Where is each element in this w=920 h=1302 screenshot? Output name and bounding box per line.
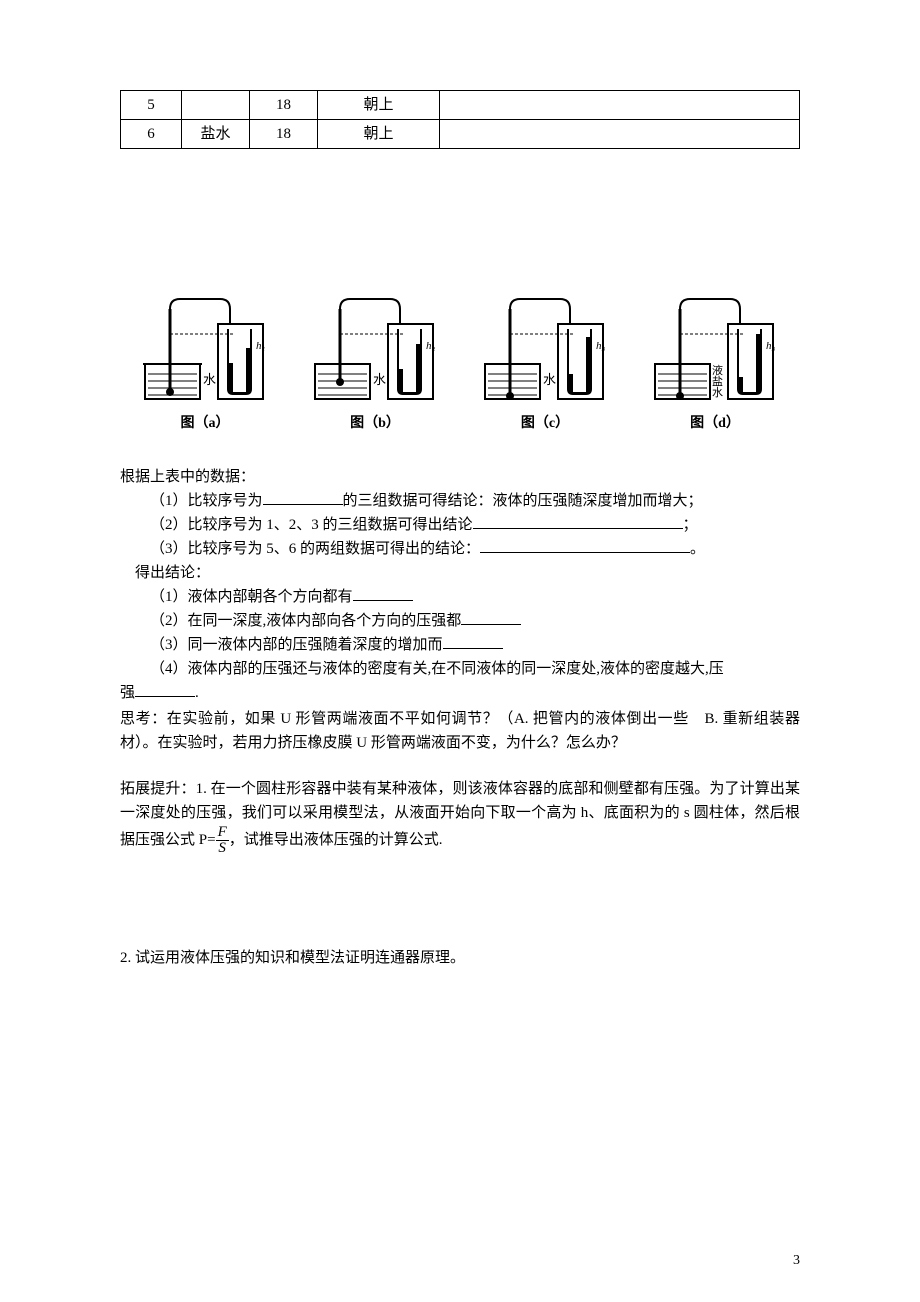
svg-text:水: 水 [712,386,723,399]
table-row: 5 18 朝上 [121,91,800,120]
figure-caption: 图（c） [521,413,569,435]
cell [440,120,800,149]
c4b-prefix: 强 [120,685,135,701]
cell: 18 [250,91,318,120]
svg-text:h₃: h₃ [766,340,776,352]
intro-line: 根据上表中的数据： [120,465,800,489]
q2-suffix: ； [683,517,698,533]
diagram-icon: h₁ 水 [140,279,270,409]
formula-numerator: F [216,825,229,841]
blank [135,681,195,697]
q1-prefix: （1）比较序号为 [150,493,263,509]
cell: 18 [250,120,318,149]
figure-caption: 图（b） [350,413,400,435]
cell: 6 [121,120,182,149]
diagram-icon: h₃ 液 盐 水 [650,279,780,409]
liquid-label: 水 [203,372,216,387]
blank [473,513,683,529]
c3-text: （3）同一液体内部的压强随着深度的增加而 [150,637,443,653]
c4b-suffix: . [195,685,199,701]
question-part-2: 2. 试运用液体压强的知识和模型法证明连通器原理。 [120,946,800,970]
svg-text:h₂: h₂ [426,340,436,352]
svg-text:水: 水 [373,372,386,387]
figure-caption: 图（a） [181,413,230,435]
q2-prefix: （2）比较序号为 1、2、3 的三组数据可得出结论 [150,517,473,533]
blank [353,585,413,601]
diagram-icon: h₂ 水 [310,279,440,409]
cell: 朝上 [317,120,439,149]
page-number: 3 [793,1250,800,1272]
diagram-icon: h₃ 水 [480,279,610,409]
data-table: 5 18 朝上 6 盐水 18 朝上 [120,90,800,149]
page: 5 18 朝上 6 盐水 18 朝上 [0,0,920,1302]
conclusion-2: （2）在同一深度,液体内部向各个方向的压强都 [120,609,800,633]
table-row: 6 盐水 18 朝上 [121,120,800,149]
cell [182,91,250,120]
extend-suffix: ，试推导出液体压强的计算公式. [229,832,443,848]
svg-text:液: 液 [712,363,723,377]
q3-suffix: 。 [690,541,705,557]
h-label: h₁ [256,340,266,352]
blank [443,633,503,649]
conclusion-4b: 强. [120,681,800,705]
svg-text:水: 水 [543,372,556,387]
cell [440,91,800,120]
blank [461,609,521,625]
question-3: （3）比较序号为 5、6 的两组数据可得出的结论： 。 [120,537,800,561]
cell: 朝上 [317,91,439,120]
cell: 盐水 [182,120,250,149]
svg-text:h₃: h₃ [596,340,606,352]
figure-b: h₂ 水 图（b） [310,279,440,435]
formula-f-over-s: FS [216,825,229,856]
q1-suffix: 的三组数据可得结论：液体的压强随深度增加而增大； [343,493,703,509]
conclusion-title: 得出结论： [120,561,800,585]
q3-prefix: （3）比较序号为 5、6 的两组数据可得出的结论： [150,541,480,557]
figure-a: h₁ 水 图（a） [140,279,270,435]
think-paragraph: 思考：在实验前，如果 U 形管两端液面不平如何调节？（A. 把管内的液体倒出一些… [120,707,800,755]
question-2: （2）比较序号为 1、2、3 的三组数据可得出结论 ； [120,513,800,537]
conclusion-4a: （4）液体内部的压强还与液体的密度有关,在不同液体的同一深度处,液体的密度越大,… [120,657,800,681]
figure-d: h₃ 液 盐 水 图（d） [650,279,780,435]
c1-text: （1）液体内部朝各个方向都有 [150,589,353,605]
question-1: （1）比较序号为 的三组数据可得结论：液体的压强随深度增加而增大； [120,489,800,513]
figure-c: h₃ 水 图（c） [480,279,610,435]
figure-row: h₁ 水 图（a） h₂ 水 [140,279,780,435]
cell: 5 [121,91,182,120]
blank [263,489,343,505]
conclusion-1: （1）液体内部朝各个方向都有 [120,585,800,609]
extend-paragraph: 拓展提升：1. 在一个圆柱形容器中装有某种液体，则该液体容器的底部和侧壁都有压强… [120,777,800,856]
blank [480,537,690,553]
c2-text: （2）在同一深度,液体内部向各个方向的压强都 [150,613,461,629]
conclusion-3: （3）同一液体内部的压强随着深度的增加而 [120,633,800,657]
formula-denominator: S [216,841,229,856]
figure-caption: 图（d） [690,413,740,435]
